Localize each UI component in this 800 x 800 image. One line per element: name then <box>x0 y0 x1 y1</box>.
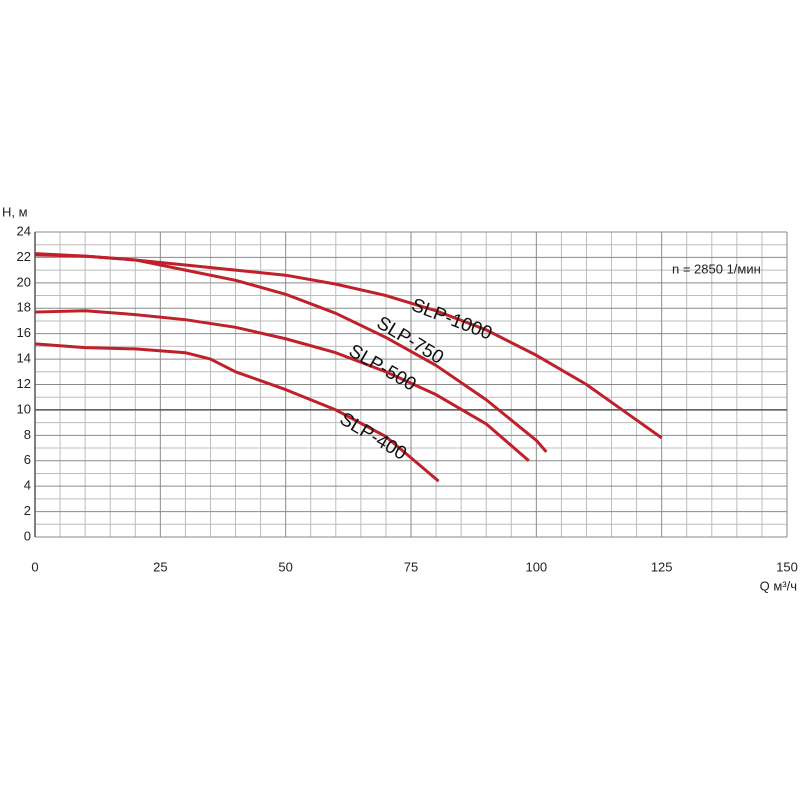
curve <box>34 253 548 453</box>
y-tick-label: 20 <box>17 274 31 289</box>
x-tick-label: 100 <box>525 559 547 574</box>
annotation: n = 2850 1/мин <box>672 261 761 276</box>
y-tick-label: 4 <box>24 478 31 493</box>
y-tick-label: 24 <box>17 223 31 238</box>
x-tick-label: 0 <box>31 559 38 574</box>
x-tick-label: 75 <box>404 559 418 574</box>
y-tick-label: 0 <box>24 528 31 543</box>
curve-label: SLP-400 <box>336 409 410 465</box>
y-tick-label: 22 <box>17 249 31 264</box>
x-axis-label: Q м³/ч <box>760 578 797 593</box>
y-tick-label: 16 <box>17 325 31 340</box>
grid <box>34 231 788 538</box>
x-tick-label: 50 <box>278 559 292 574</box>
y-tick-label: 8 <box>24 427 31 442</box>
y-tick-label: 18 <box>17 300 31 315</box>
curves <box>34 252 663 483</box>
x-tick-label: 125 <box>651 559 673 574</box>
y-tick-label: 14 <box>17 351 31 366</box>
y-tick-label: 12 <box>17 376 31 391</box>
x-tick-label: 150 <box>776 559 798 574</box>
x-tick-label: 25 <box>153 559 167 574</box>
curve <box>34 342 440 483</box>
y-tick-label: 10 <box>17 401 31 416</box>
curve <box>34 309 530 462</box>
y-tick-label: 2 <box>24 503 31 518</box>
y-tick-label: 6 <box>24 452 31 467</box>
y-axis-label: H, м <box>2 204 28 219</box>
